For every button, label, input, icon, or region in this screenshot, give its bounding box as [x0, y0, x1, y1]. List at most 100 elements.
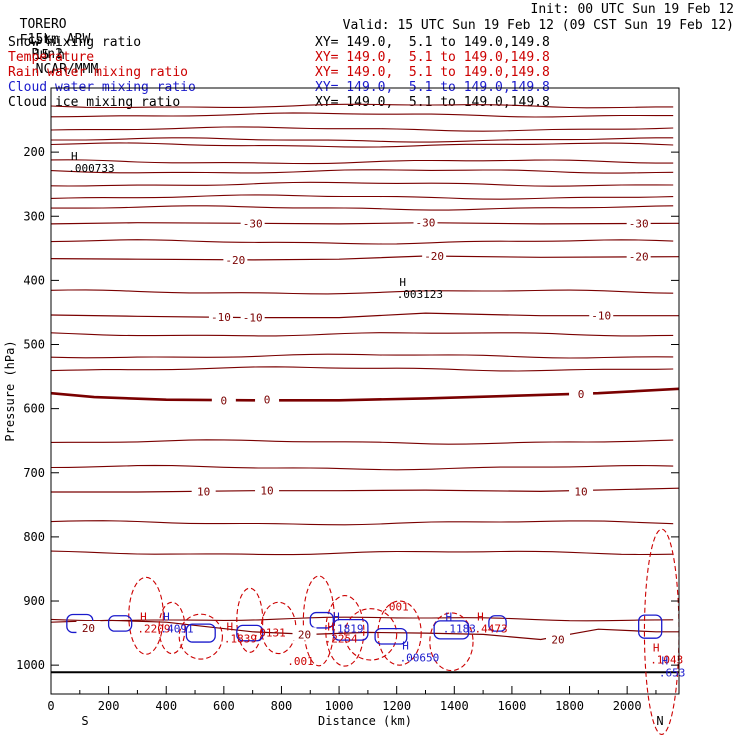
x-end-label-south: S — [81, 714, 88, 728]
cloud-water-contour — [107, 615, 133, 632]
contour-label-bg — [413, 215, 438, 229]
fcst-hours: 15 h — [33, 48, 65, 63]
y-tick-label: 800 — [23, 530, 45, 544]
rain-contour — [377, 600, 422, 666]
contour-label: -10 — [211, 311, 231, 324]
extremum-marker: H — [445, 611, 452, 624]
header-row-2: Fcst: 15 h — [4, 18, 65, 63]
isotherm--10 — [50, 312, 679, 319]
plot-frame — [50, 87, 680, 695]
center-label: NCAR/MMM — [35, 62, 99, 77]
contour-label-bg — [208, 309, 233, 323]
contour-label: -30 — [629, 217, 649, 230]
valid-label: Valid: 15 UTC Sun 19 Feb 12 (09 CST Sun … — [342, 18, 734, 33]
isotherm-line — [50, 439, 674, 445]
rain-contour — [325, 595, 365, 667]
contour-label: 10 — [197, 485, 210, 498]
contour-label-bg — [569, 484, 594, 498]
contour-label-bg — [292, 627, 317, 641]
rain-contour — [178, 613, 223, 660]
extremum-marker: H — [399, 276, 406, 289]
rain-contour — [158, 601, 186, 655]
x-tick-label: 0 — [47, 699, 54, 713]
contour-label-bg — [240, 216, 265, 230]
legend-label-rain: Rain water mixing ratio — [8, 65, 189, 80]
rain-contour — [302, 575, 336, 667]
resolution-label: 15km ARW — [27, 32, 91, 47]
extremum-marker: H — [477, 611, 484, 624]
cloud-water-contour — [332, 618, 369, 641]
contour-label-bg — [255, 483, 280, 497]
legend-label-cloud-ice: Cloud ice mixing ratio — [8, 95, 181, 110]
extremum-marker: H — [227, 620, 234, 633]
extremum-value: .000733 — [68, 162, 114, 175]
contour-label: 10 — [574, 485, 587, 498]
isotherm-line — [50, 239, 674, 245]
isotherm-line — [50, 520, 674, 526]
extremum-marker: H — [71, 150, 78, 163]
rain-contour — [128, 576, 164, 655]
contour-label: 0 — [221, 394, 228, 407]
isotherm-line — [50, 194, 674, 200]
extremum-marker: H — [662, 654, 669, 667]
isotherm-line — [50, 103, 674, 109]
legend-label-snow: Snow mixing ratio — [8, 35, 142, 50]
legend-xy-rain: XY= 149.0, 5.1 to 149.0,149.8 — [315, 65, 550, 80]
isotherm-layer — [50, 103, 674, 622]
extremum-value: .2209 — [137, 623, 170, 636]
x-tick-label: 1800 — [555, 699, 584, 713]
y-axis-label: Pressure (hPa) — [3, 340, 17, 441]
isotherm-line — [50, 142, 674, 148]
contour-label: 20 — [82, 622, 95, 635]
isotherm--20 — [50, 255, 680, 261]
extremum-value: .1839 — [224, 632, 257, 645]
cloud-water-contour — [236, 624, 264, 642]
contour-label-bg — [255, 392, 280, 406]
misc-contour-label: .001 — [287, 655, 314, 668]
contour-label-bg — [211, 393, 236, 407]
plot-frame-rect — [50, 87, 680, 695]
isotherm-line — [50, 126, 674, 132]
extremum-marker: H — [333, 611, 340, 624]
isotherm-line — [50, 112, 674, 118]
y-tick-label: 400 — [23, 273, 45, 287]
x-end-label-north: N — [656, 714, 663, 728]
isotherm-10 — [51, 487, 680, 493]
x-tick-label: 400 — [155, 699, 177, 713]
contour-label-bg — [589, 308, 614, 322]
contour-label-bg — [191, 484, 216, 498]
cloud-water-contour — [638, 614, 663, 639]
extremum-value: .4473 — [474, 623, 507, 636]
contour-label: -20 — [629, 251, 649, 264]
isotherm-line — [50, 289, 674, 295]
isotherm-line — [50, 550, 674, 556]
isotherm-line — [50, 332, 674, 337]
extremum-marker: H — [653, 641, 660, 654]
isotherm-line — [50, 366, 674, 372]
model-name: TORERO — [19, 17, 67, 32]
extremum-value: .00650 — [400, 652, 440, 665]
isotherm-line — [50, 169, 674, 174]
y-tick-label: 300 — [23, 209, 45, 223]
contour-label-bg — [569, 386, 594, 400]
x-tick-label: 1600 — [497, 699, 526, 713]
contour-label: 20 — [298, 628, 311, 641]
init-label: Init: 00 UTC Sun 19 Feb 12 — [530, 2, 735, 17]
contour-label: -30 — [243, 217, 263, 230]
rain-contour — [429, 612, 474, 672]
contour-label-bg — [626, 216, 651, 230]
cloud-water-contour — [185, 623, 216, 643]
extremum-marker: H — [140, 611, 147, 624]
contour-label-bg — [223, 252, 248, 266]
legend-xy-snow: XY= 149.0, 5.1 to 149.0,149.8 — [315, 35, 550, 50]
extremum-marker: H — [402, 640, 409, 653]
extremum-value: .003123 — [397, 288, 443, 301]
x-tick-label: 1200 — [382, 699, 411, 713]
extremum-value: .1819 — [330, 623, 363, 636]
contour-label: -10 — [591, 310, 611, 323]
contour-label: -30 — [416, 217, 436, 230]
isotherm-line — [50, 353, 674, 359]
fcst-label: Fcst: — [19, 33, 59, 48]
